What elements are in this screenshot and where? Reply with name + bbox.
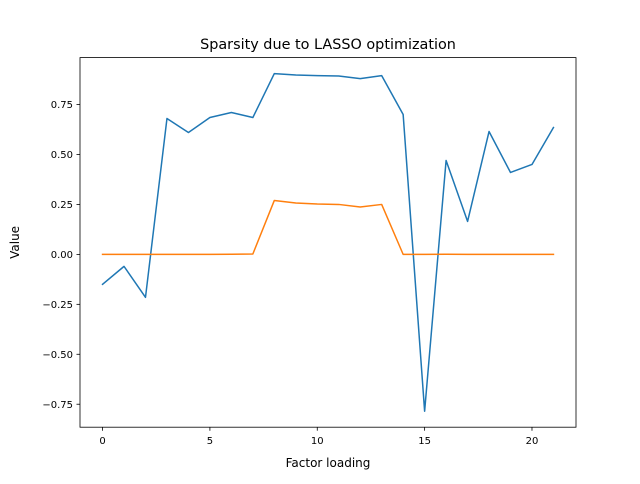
series-layer	[101, 72, 555, 412]
y-tick-label: −0.75	[42, 400, 73, 411]
x-tick-label: 10	[311, 436, 324, 447]
plot-frame	[79, 57, 577, 428]
y-axis: −0.75 −0.50 −0.25 0.00 0.25 0.50 0.75	[42, 100, 80, 411]
chart-title: Sparsity due to LASSO optimization	[200, 37, 456, 53]
x-tick-label: 20	[526, 436, 539, 447]
series-line-2	[101, 199, 555, 256]
series-line-1	[101, 72, 555, 412]
y-tick-label: 0.00	[51, 250, 73, 261]
x-axis: 0 5 10 15 20	[99, 427, 538, 447]
y-tick-label: 0.50	[51, 150, 73, 161]
x-tick-label: 5	[207, 436, 213, 447]
x-tick-label: 0	[99, 436, 105, 447]
y-tick-label: −0.25	[42, 300, 73, 311]
x-axis-label: Factor loading	[286, 456, 371, 470]
y-axis-label: Value	[8, 226, 22, 259]
y-tick-label: 0.25	[51, 200, 73, 211]
x-tick-label: 15	[418, 436, 431, 447]
y-tick-label: 0.75	[51, 100, 73, 111]
y-tick-label: −0.50	[42, 350, 73, 361]
